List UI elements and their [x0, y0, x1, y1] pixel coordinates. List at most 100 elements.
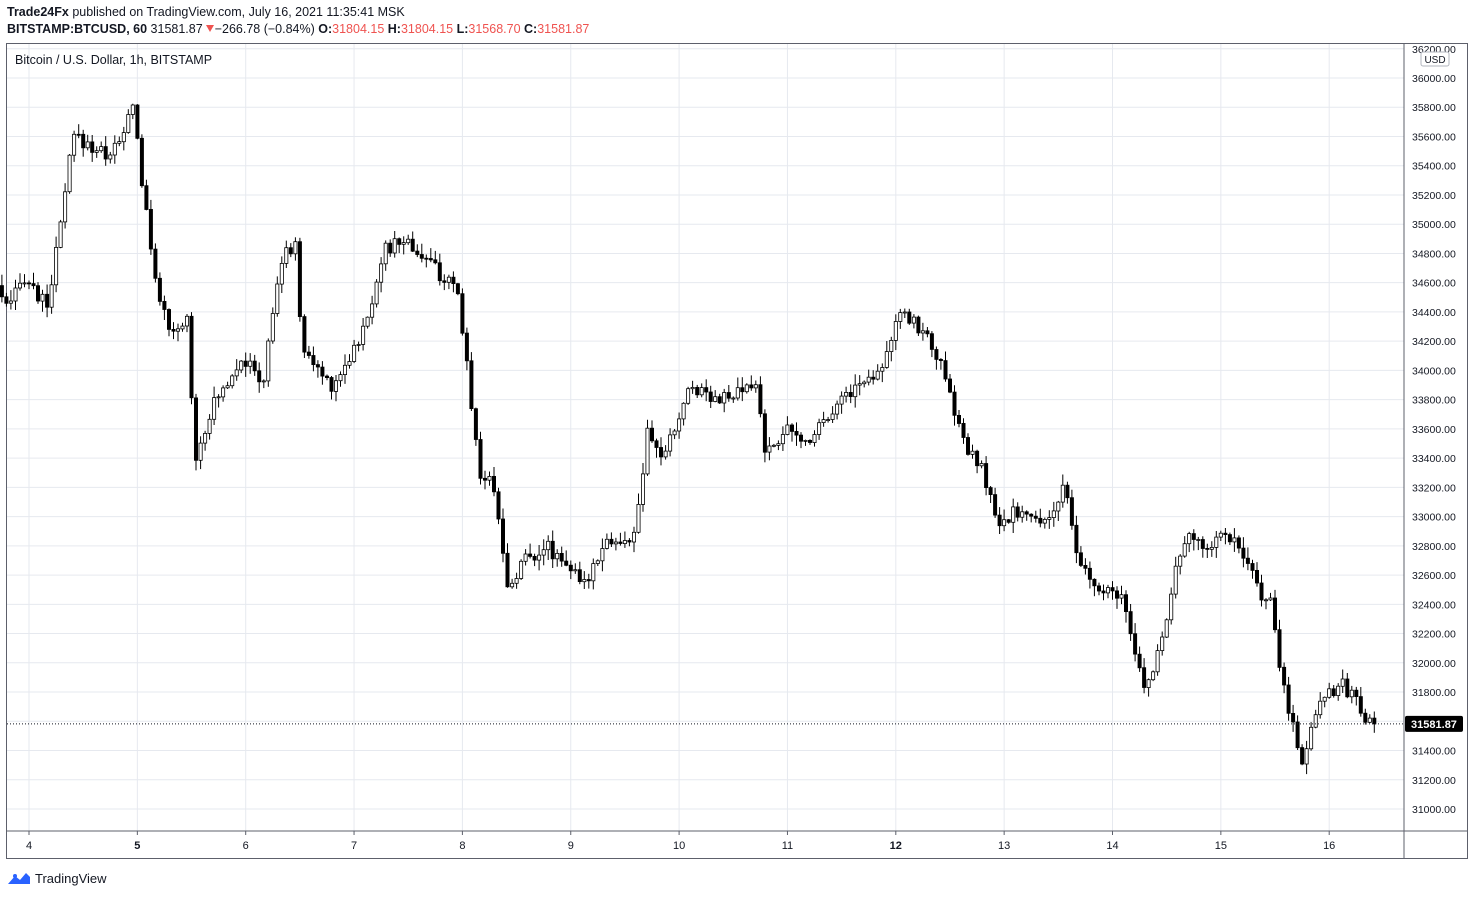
candle-body — [708, 391, 713, 402]
candle-body — [1155, 650, 1160, 673]
candle-body — [893, 321, 898, 341]
candle-body — [121, 132, 126, 143]
candle-body — [415, 250, 420, 255]
candle-body — [898, 312, 903, 322]
candle-body — [1083, 565, 1088, 569]
candle-body — [212, 397, 217, 420]
candle-body — [460, 293, 465, 334]
candle-body — [776, 443, 781, 446]
candle-body — [352, 344, 357, 362]
candle-body — [144, 185, 149, 210]
candle-body — [952, 391, 957, 416]
candle-body — [1101, 590, 1106, 594]
chart-frame — [6, 43, 1468, 859]
candle-body — [550, 540, 555, 560]
candle-body — [261, 380, 266, 383]
candle-body — [546, 540, 551, 551]
candle-body — [618, 541, 623, 544]
last-price-tag: 31581.87 — [1405, 715, 1463, 732]
candle-body — [239, 360, 244, 371]
brand-name[interactable]: TradingView — [35, 870, 107, 886]
candle-body — [13, 287, 18, 302]
candle-body — [690, 386, 695, 390]
tradingview-logo-icon — [8, 873, 30, 884]
candle-body — [1051, 510, 1056, 518]
candle-body — [1209, 547, 1214, 550]
candle-body — [555, 553, 560, 560]
candle-body — [1236, 537, 1241, 549]
candle-body — [397, 238, 402, 245]
candle-body — [189, 315, 194, 399]
candle-body — [889, 339, 894, 352]
candle-body — [866, 376, 871, 383]
candle-body — [726, 392, 731, 399]
time-tick-label: 5 — [134, 840, 140, 852]
candle-body — [379, 263, 384, 283]
candle-body — [699, 387, 704, 396]
candle-body — [1119, 594, 1124, 599]
candle-body — [370, 303, 375, 318]
candle-body — [207, 418, 212, 434]
publish-info: Trade24Fx published on TradingView.com, … — [7, 5, 405, 19]
candle-body — [848, 391, 853, 397]
candle-body — [744, 384, 749, 393]
candle-body — [94, 150, 99, 153]
candle-body — [496, 491, 501, 520]
candle-body — [500, 518, 505, 554]
candle-body — [198, 442, 203, 461]
author-name[interactable]: Trade24Fx — [7, 5, 69, 19]
candle-body — [641, 473, 646, 505]
candle-body — [1024, 511, 1029, 515]
candle-body — [216, 396, 221, 399]
candle-body — [135, 104, 140, 139]
candle-body — [388, 242, 393, 254]
candle-body — [1182, 543, 1187, 557]
candle-body — [871, 376, 876, 380]
candle-body — [31, 283, 36, 287]
candle-body — [1322, 696, 1327, 702]
symbol-name[interactable]: BITSTAMP:BTCUSD, 60 — [7, 22, 148, 36]
close-value: 31581.87 — [537, 22, 590, 36]
candle-body — [320, 366, 325, 377]
candle-body — [808, 439, 813, 443]
candle-body — [374, 281, 379, 305]
candle-body — [76, 133, 81, 136]
candle-body — [257, 370, 262, 383]
candle-series — [0, 103, 1377, 775]
candle-body — [880, 367, 885, 372]
candle-body — [1173, 565, 1178, 595]
time-tick-label: 15 — [1215, 840, 1227, 852]
candle-body — [451, 276, 456, 285]
candle-body — [740, 387, 745, 393]
candle-body — [1056, 501, 1061, 512]
candle-body — [722, 392, 727, 404]
candle-body — [193, 397, 198, 461]
time-tick-label: 11 — [782, 840, 793, 852]
time-tick-label: 6 — [243, 840, 249, 852]
candle-body — [514, 578, 519, 584]
candle-body — [243, 360, 248, 367]
candle-body — [63, 191, 68, 223]
candle-body — [67, 154, 72, 193]
candle-body — [333, 380, 338, 392]
candle-body — [175, 328, 180, 332]
candle-body — [487, 475, 492, 481]
candle-body — [1358, 696, 1363, 714]
candle-body — [582, 579, 587, 583]
candle-body — [979, 463, 984, 467]
price-tick-label: 33800.00 — [1412, 395, 1456, 407]
candle-body — [636, 503, 641, 533]
candle-body — [248, 360, 253, 367]
candle-body — [1313, 714, 1318, 728]
candle-body — [975, 450, 980, 467]
last-price-tag-text: 31581.87 — [1411, 719, 1457, 731]
price-tick-label: 34200.00 — [1412, 336, 1456, 348]
candle-body — [103, 146, 108, 160]
candle-body — [54, 246, 59, 286]
time-tick-label: 4 — [26, 840, 32, 852]
candle-body — [853, 384, 858, 398]
price-tick-label: 34600.00 — [1412, 278, 1456, 290]
currency-badge-box[interactable] — [1420, 51, 1450, 67]
candle-body — [1363, 712, 1368, 723]
